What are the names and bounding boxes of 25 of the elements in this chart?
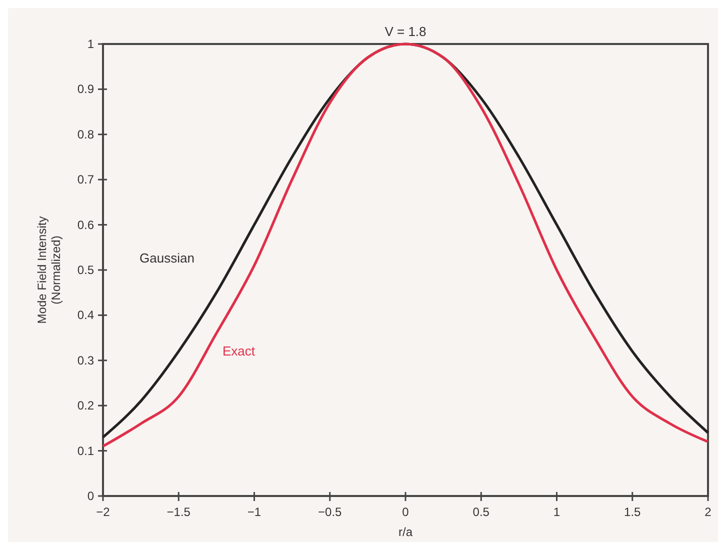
- x-tick-label: −1: [247, 505, 262, 519]
- text: Gaussian: [140, 250, 194, 266]
- x-tick-label: −1.5: [166, 505, 191, 519]
- y-tick-label: 1: [87, 37, 94, 51]
- x-tick-label: 0.5: [472, 505, 490, 519]
- y-tick-label: 0.3: [77, 353, 94, 368]
- y-tick-label: 0.2: [77, 398, 94, 413]
- y-tick-label: 0.9: [77, 82, 94, 96]
- x-tick-label: 1: [553, 505, 560, 519]
- x-tick-label: 2: [704, 505, 712, 519]
- y-tick-label: 0.4: [77, 308, 94, 322]
- series-label: Exact: [222, 343, 256, 358]
- x-tick-label: 1.5: [624, 505, 642, 519]
- x-tick-label: −0.5: [318, 505, 342, 519]
- y-tick-label: 0.1: [77, 444, 94, 458]
- y-tick-label: 0.8: [77, 127, 94, 142]
- y-tick-label: 0.6: [77, 218, 94, 232]
- chart-title: V = 1.8: [384, 24, 426, 39]
- x-tick-label: 0: [402, 505, 410, 519]
- y-tick-label: 0: [87, 489, 94, 503]
- y-tick-label: 0.7: [77, 172, 94, 187]
- x-tick-label: −2: [96, 505, 110, 519]
- x-axis-title: r/a: [398, 525, 413, 539]
- y-axis-title: Mode Field Intensity (Normalized): [35, 216, 63, 324]
- y-tick-label: 0.5: [77, 263, 94, 277]
